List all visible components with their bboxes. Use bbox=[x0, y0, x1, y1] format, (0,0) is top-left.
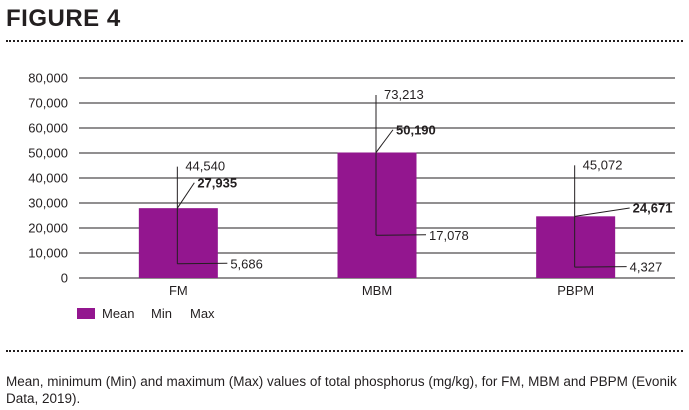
max-data-label: 73,213 bbox=[384, 87, 424, 102]
figure-title: FIGURE 4 bbox=[6, 5, 121, 32]
min-leader-line bbox=[177, 262, 228, 265]
bar-mean bbox=[337, 152, 417, 278]
bottom-dotted-divider bbox=[6, 350, 683, 352]
mean-leader-line bbox=[375, 129, 394, 153]
bar-mean bbox=[138, 208, 218, 278]
min-data-label: 4,327 bbox=[630, 260, 663, 275]
legend-label-mean: Mean bbox=[102, 306, 135, 321]
max-data-label: 45,072 bbox=[583, 157, 623, 172]
max-data-label: 44,540 bbox=[185, 159, 225, 174]
y-tick-label: 50,000 bbox=[28, 146, 68, 161]
y-tick-label: 20,000 bbox=[28, 221, 68, 236]
min-data-label: 17,078 bbox=[429, 228, 469, 243]
y-tick-label: 30,000 bbox=[28, 196, 68, 211]
figure-caption: Mean, minimum (Min) and maximum (Max) va… bbox=[6, 374, 677, 406]
y-tick-label: 10,000 bbox=[28, 246, 68, 261]
min-leader-line bbox=[574, 266, 627, 268]
mean-data-label: 24,671 bbox=[633, 201, 673, 216]
y-tick-label: 0 bbox=[61, 271, 68, 286]
y-tick-label: 80,000 bbox=[28, 71, 68, 86]
top-dotted-divider bbox=[6, 40, 683, 42]
x-tick-label: MBM bbox=[362, 283, 392, 298]
mean-data-label: 50,190 bbox=[396, 122, 436, 137]
x-tick-label: PBPM bbox=[557, 283, 594, 298]
y-tick-label: 70,000 bbox=[28, 96, 68, 111]
legend-label-max: Max bbox=[190, 306, 215, 321]
mean-leader-line bbox=[574, 207, 630, 217]
legend-swatch-mean bbox=[77, 308, 95, 319]
min-data-label: 5,686 bbox=[230, 256, 263, 271]
legend-label-min: Min bbox=[151, 306, 172, 321]
x-tick-label: FM bbox=[169, 283, 188, 298]
min-leader-line bbox=[375, 234, 427, 236]
bar-mean bbox=[536, 216, 616, 278]
mean-leader-line bbox=[176, 182, 195, 209]
y-tick-label: 60,000 bbox=[28, 121, 68, 136]
bar-chart: 0 10,000 20,000 30,000 40,000 50,000 60,000 70,… bbox=[28, 71, 675, 321]
y-tick-label: 40,000 bbox=[28, 171, 68, 186]
mean-data-label: 27,935 bbox=[197, 175, 237, 190]
